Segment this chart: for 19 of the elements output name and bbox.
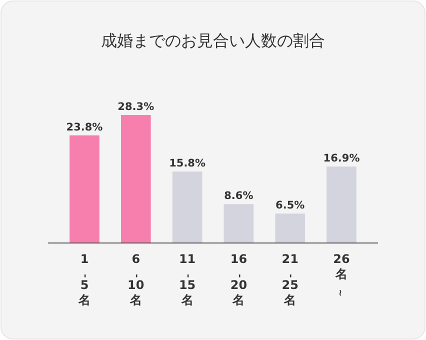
x-tick-label: 26名~ bbox=[333, 252, 350, 297]
data-label: 23.8% bbox=[66, 121, 104, 134]
bar bbox=[172, 172, 202, 243]
x-tick-label: 1-5名 bbox=[77, 252, 90, 307]
data-label: 15.8% bbox=[169, 158, 206, 170]
data-label: 6.5% bbox=[276, 200, 306, 212]
data-label: 8.6% bbox=[224, 190, 254, 202]
x-tick-label: 21-25名 bbox=[282, 252, 298, 307]
chart-title: 成婚までのお見合い人数の割合 bbox=[101, 31, 325, 50]
data-label: 16.9% bbox=[323, 152, 360, 165]
bar bbox=[326, 166, 356, 243]
x-tick-label: 6-10名 bbox=[128, 252, 144, 307]
x-tick-label: 16-20名 bbox=[230, 252, 248, 307]
bar bbox=[224, 204, 254, 243]
x-tick-label: 11-15名 bbox=[178, 252, 196, 307]
bar bbox=[275, 214, 306, 243]
data-label: 28.3% bbox=[118, 101, 155, 113]
bar bbox=[70, 135, 100, 243]
bar bbox=[120, 115, 151, 243]
